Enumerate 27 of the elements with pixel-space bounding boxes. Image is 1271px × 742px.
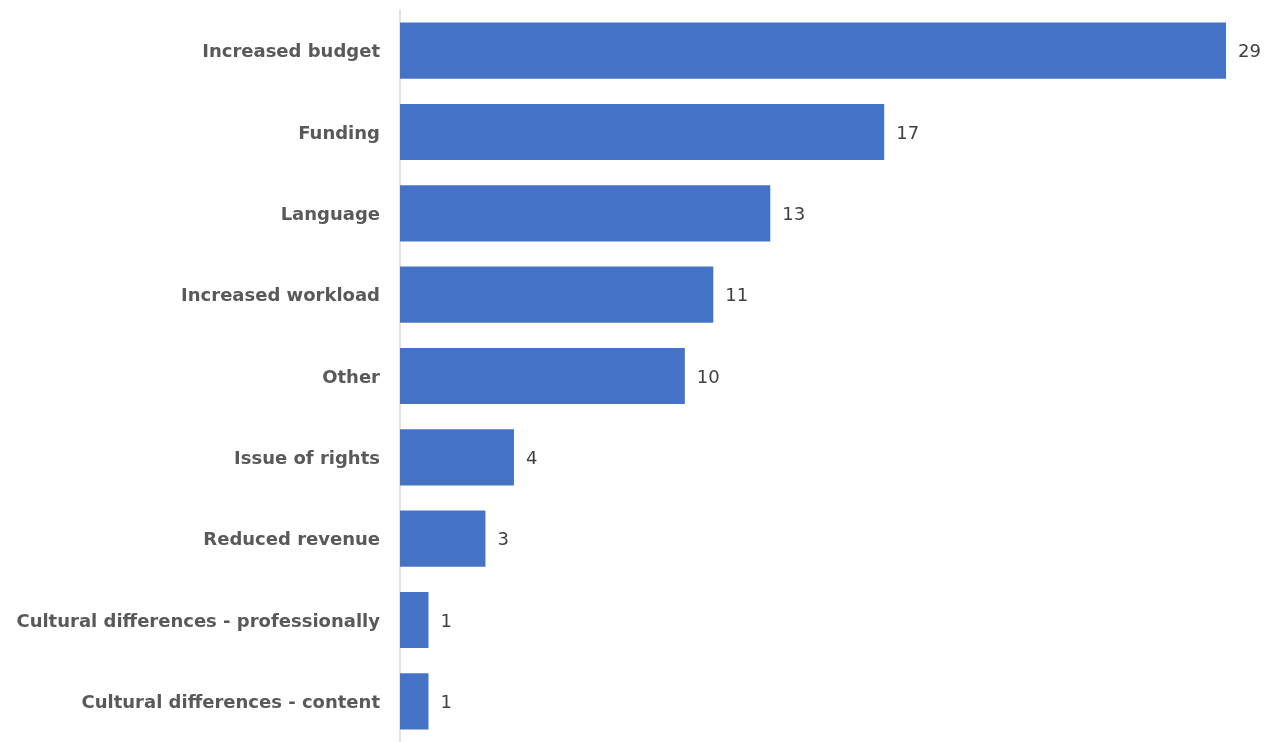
data-label: 3: [497, 528, 509, 550]
data-label: 1: [440, 609, 452, 631]
y-tick-label: Issue of rights: [234, 446, 380, 468]
data-label: 4: [525, 446, 538, 468]
y-tick-label: Cultural differences - professionally: [16, 609, 381, 631]
data-label: 11: [725, 284, 749, 306]
bar: [400, 347, 685, 405]
y-tick-label: Increased workload: [181, 284, 380, 306]
bar: [400, 673, 429, 730]
y-tick-label: Other: [322, 365, 381, 387]
bar: [400, 591, 429, 649]
y-tick-label: Cultural differences - content: [81, 690, 381, 712]
y-tick-label: Language: [280, 202, 380, 224]
bar: [400, 510, 486, 567]
y-tick-label: Reduced revenue: [203, 528, 380, 550]
bar: [400, 22, 1226, 79]
bar: [400, 266, 714, 323]
bar: [400, 185, 771, 242]
data-label: 29: [1238, 40, 1261, 62]
y-tick-label: Increased budget: [202, 40, 381, 62]
bar: [400, 429, 514, 486]
data-label: 1: [440, 690, 452, 712]
data-label: 13: [782, 202, 806, 224]
y-tick-label: Funding: [298, 121, 380, 143]
data-label: 10: [696, 365, 720, 387]
bar: [400, 103, 885, 161]
data-label: 17: [896, 121, 920, 143]
